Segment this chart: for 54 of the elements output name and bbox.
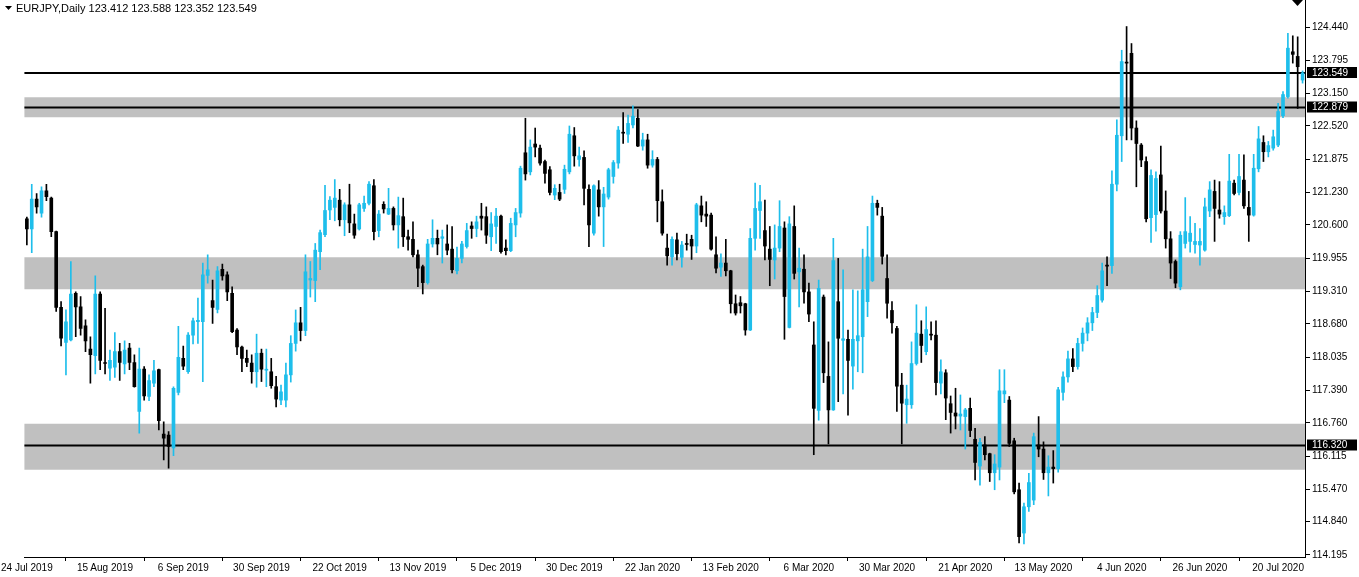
candlestick	[797, 247, 801, 308]
candlestick	[1051, 450, 1056, 484]
x-tick-label: 24 Jul 2019	[1, 561, 54, 573]
y-tick-label: 122.520	[1312, 119, 1349, 131]
y-tick-label: 118.680	[1312, 317, 1348, 329]
candlestick	[332, 179, 337, 222]
x-tick-label: 22 Jan 2020	[624, 561, 681, 573]
x-tick-label: 30 Dec 2019	[545, 561, 604, 573]
x-tick-label: 4 Jun 2020	[1096, 561, 1147, 573]
candlestick	[772, 224, 777, 280]
x-tick-label: 21 Apr 2020	[938, 561, 993, 573]
y-tick-label: 121.875	[1312, 152, 1349, 164]
y-tick-label: 116.115	[1312, 449, 1348, 461]
x-tick-label: 26 Jun 2020	[1172, 561, 1228, 573]
y-tick-label: 118.035	[1312, 350, 1348, 362]
y-tick-label: 120.600	[1312, 218, 1349, 230]
y-tick-label: 114.195	[1312, 548, 1348, 560]
y-tick-label: 121.230	[1312, 186, 1349, 198]
x-tick-label: 15 Aug 2019	[76, 561, 134, 573]
x-tick-label: 13 May 2020	[1014, 561, 1073, 573]
x-tick-label: 6 Mar 2020	[783, 561, 835, 573]
chart-title: EURJPY,Daily 123.412 123.588 123.352 123.549	[16, 2, 257, 15]
x-tick-label: 30 Sep 2019	[233, 561, 291, 573]
candlestick	[621, 112, 625, 144]
candlestick	[855, 290, 860, 373]
y-tick-label: 119.310	[1312, 285, 1348, 297]
candlestick	[1246, 191, 1251, 242]
y-tick-label: 117.390	[1312, 384, 1348, 396]
x-tick-label: 30 Mar 2020	[859, 561, 916, 573]
ref-line-label: 116.320	[1312, 439, 1348, 451]
y-tick-label: 119.955	[1312, 251, 1348, 263]
candlestick	[963, 408, 968, 450]
y-tick-label: 116.760	[1312, 416, 1348, 428]
ref-line-label: 122.879	[1312, 101, 1349, 113]
ref-line-label: 123.549	[1312, 66, 1349, 78]
x-tick-label: 6 Sep 2019	[157, 561, 210, 573]
y-tick-label: 123.795	[1312, 54, 1349, 66]
candlestick	[767, 226, 772, 287]
candlestick	[684, 233, 689, 251]
y-tick-label: 123.150	[1312, 87, 1349, 99]
x-tick-label: 22 Oct 2019	[312, 561, 368, 573]
candlestick	[396, 196, 401, 249]
candlestick	[440, 229, 445, 264]
x-tick-label: 5 Dec 2019	[470, 561, 523, 573]
x-tick-label: 13 Nov 2019	[389, 561, 447, 573]
x-tick-label: 13 Feb 2020	[702, 561, 760, 573]
y-tick-label: 115.470	[1312, 482, 1348, 494]
candlestick	[1290, 35, 1295, 64]
y-tick-label: 114.840	[1312, 515, 1348, 527]
candlestick	[103, 308, 107, 375]
candlestick	[577, 146, 581, 167]
candlestick	[841, 269, 845, 395]
y-tick-label: 124.440	[1312, 20, 1349, 32]
x-tick-label: 20 Jul 2020	[1252, 561, 1305, 573]
